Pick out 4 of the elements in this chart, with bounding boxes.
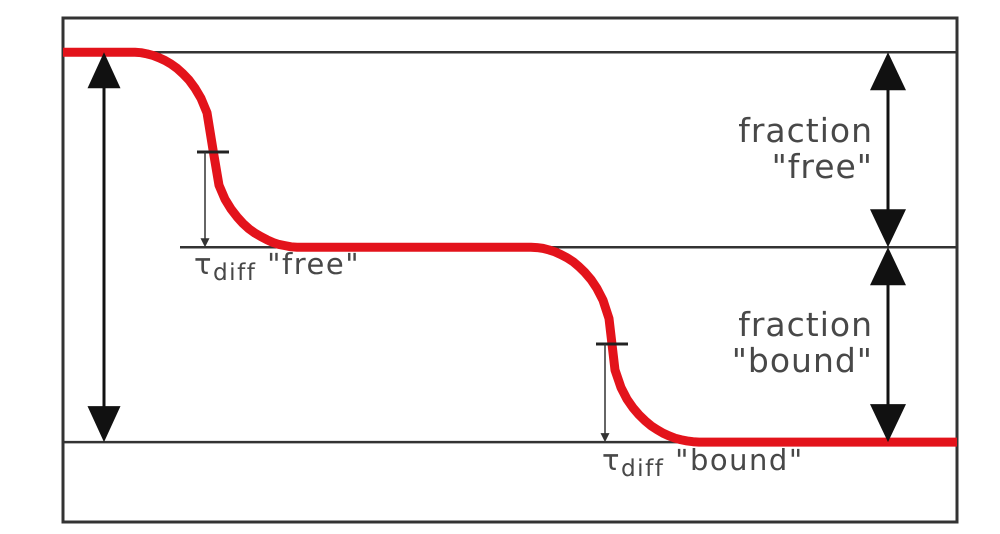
annotation: τ$_{diff}$ "free" — [194, 247, 360, 286]
annotation: fraction "bound" — [730, 305, 873, 380]
text: τ$_{diff}$ "bound" — [602, 443, 804, 482]
annotation: fraction "free" — [737, 111, 873, 186]
